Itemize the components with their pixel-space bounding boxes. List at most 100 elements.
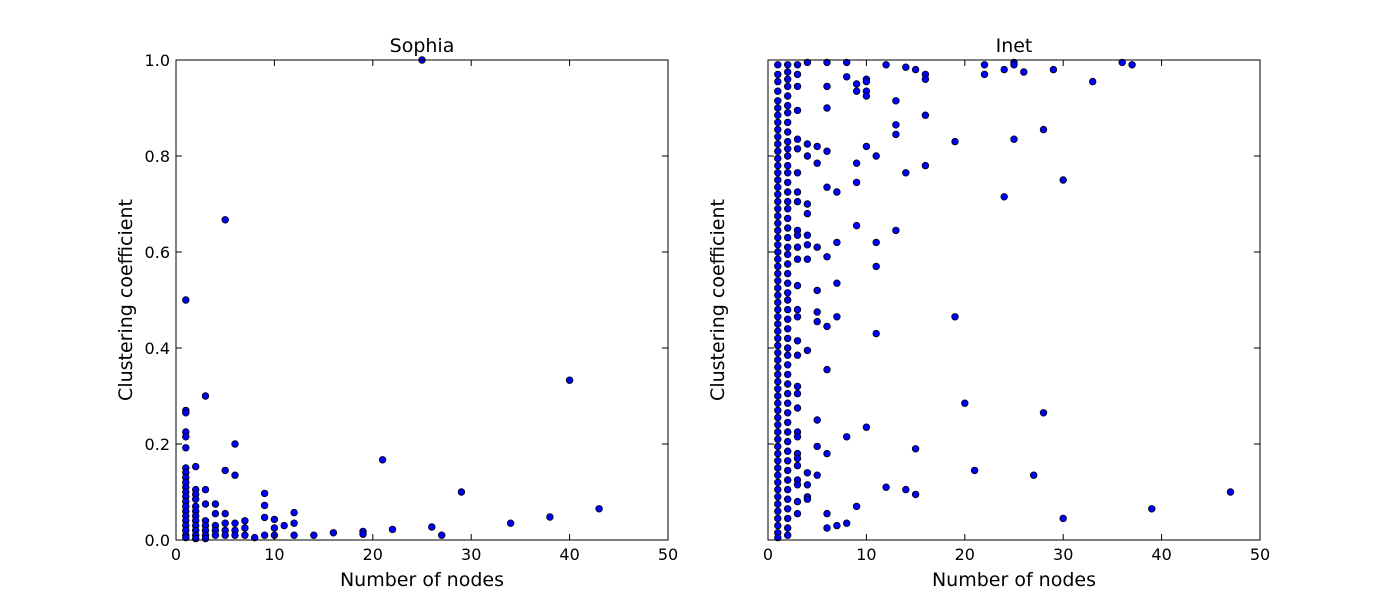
data-point (183, 434, 190, 441)
data-point (804, 256, 811, 263)
chart-title: Inet (996, 35, 1033, 57)
data-point (775, 371, 782, 378)
data-point (804, 242, 811, 249)
data-point (784, 316, 791, 323)
data-point (775, 278, 782, 285)
x-tick-label: 30 (461, 545, 481, 564)
data-point (794, 306, 801, 313)
data-point (794, 390, 801, 397)
data-point (784, 326, 791, 333)
data-point (804, 496, 811, 503)
data-point (794, 198, 801, 205)
y-tick-label: 0.4 (145, 339, 170, 358)
data-point (962, 400, 969, 407)
data-point (775, 227, 782, 234)
data-point (794, 352, 801, 359)
data-point (784, 381, 791, 388)
data-point (775, 141, 782, 148)
data-point (784, 225, 791, 232)
data-point (784, 280, 791, 287)
data-point (775, 494, 782, 501)
data-point (775, 407, 782, 414)
data-point (1001, 194, 1008, 201)
data-point (893, 98, 900, 105)
data-point (775, 364, 782, 371)
data-point (212, 501, 219, 508)
data-point (903, 486, 910, 493)
data-point (784, 532, 791, 539)
data-point (794, 62, 801, 69)
data-point (222, 520, 229, 527)
data-point (804, 141, 811, 148)
data-point (222, 532, 229, 539)
data-point (814, 417, 821, 424)
data-point (784, 496, 791, 503)
data-point (794, 71, 801, 78)
data-point (794, 256, 801, 263)
data-point (794, 189, 801, 196)
data-point (853, 88, 860, 95)
data-point (291, 532, 298, 539)
data-point (775, 71, 782, 78)
data-point (458, 489, 465, 496)
data-point (981, 71, 988, 78)
data-point (775, 472, 782, 479)
x-tick-label: 40 (559, 545, 579, 564)
data-point (784, 261, 791, 268)
data-point (784, 429, 791, 436)
data-point (824, 510, 831, 517)
data-point (775, 198, 782, 205)
data-point (863, 78, 870, 85)
x-tick-label: 0 (171, 545, 181, 564)
data-point (242, 518, 249, 525)
chart-title: Sophia (390, 35, 455, 57)
data-point (775, 206, 782, 213)
x-tick-label: 30 (1053, 545, 1073, 564)
data-point (824, 366, 831, 373)
data-point (784, 390, 791, 397)
data-point (873, 239, 880, 246)
data-point (202, 535, 209, 542)
data-point (863, 424, 870, 431)
data-point (775, 306, 782, 313)
data-point (775, 263, 782, 270)
data-point (784, 467, 791, 474)
data-point (814, 160, 821, 167)
data-point (834, 239, 841, 246)
chart-inet: 0 10 20 30 40 50InetNumber of nodesClustering… (707, 35, 1270, 591)
data-point (1227, 489, 1234, 496)
data-point (903, 170, 910, 177)
data-point (775, 112, 782, 119)
data-point (291, 520, 298, 527)
data-point (775, 414, 782, 421)
data-point (291, 509, 298, 516)
plot-frame (176, 60, 668, 540)
data-point (824, 525, 831, 532)
data-point (794, 383, 801, 390)
data-point (804, 153, 811, 160)
data-point (183, 410, 190, 417)
data-point (232, 472, 239, 479)
data-point (775, 357, 782, 364)
data-point (794, 83, 801, 90)
data-point (261, 514, 268, 521)
data-point (784, 69, 791, 76)
data-point (794, 482, 801, 489)
data-point (814, 472, 821, 479)
data-point (360, 531, 367, 538)
data-point (834, 522, 841, 529)
data-point (824, 184, 831, 191)
data-point (843, 434, 850, 441)
data-point (784, 419, 791, 426)
data-point (794, 462, 801, 469)
data-point (775, 213, 782, 220)
data-point (775, 191, 782, 198)
data-point (775, 443, 782, 450)
data-point (863, 93, 870, 100)
y-tick-label: 0.8 (145, 147, 170, 166)
data-point (775, 515, 782, 522)
data-point (804, 347, 811, 354)
data-point (784, 62, 791, 69)
data-point (981, 62, 988, 69)
x-tick-label: 20 (955, 545, 975, 564)
